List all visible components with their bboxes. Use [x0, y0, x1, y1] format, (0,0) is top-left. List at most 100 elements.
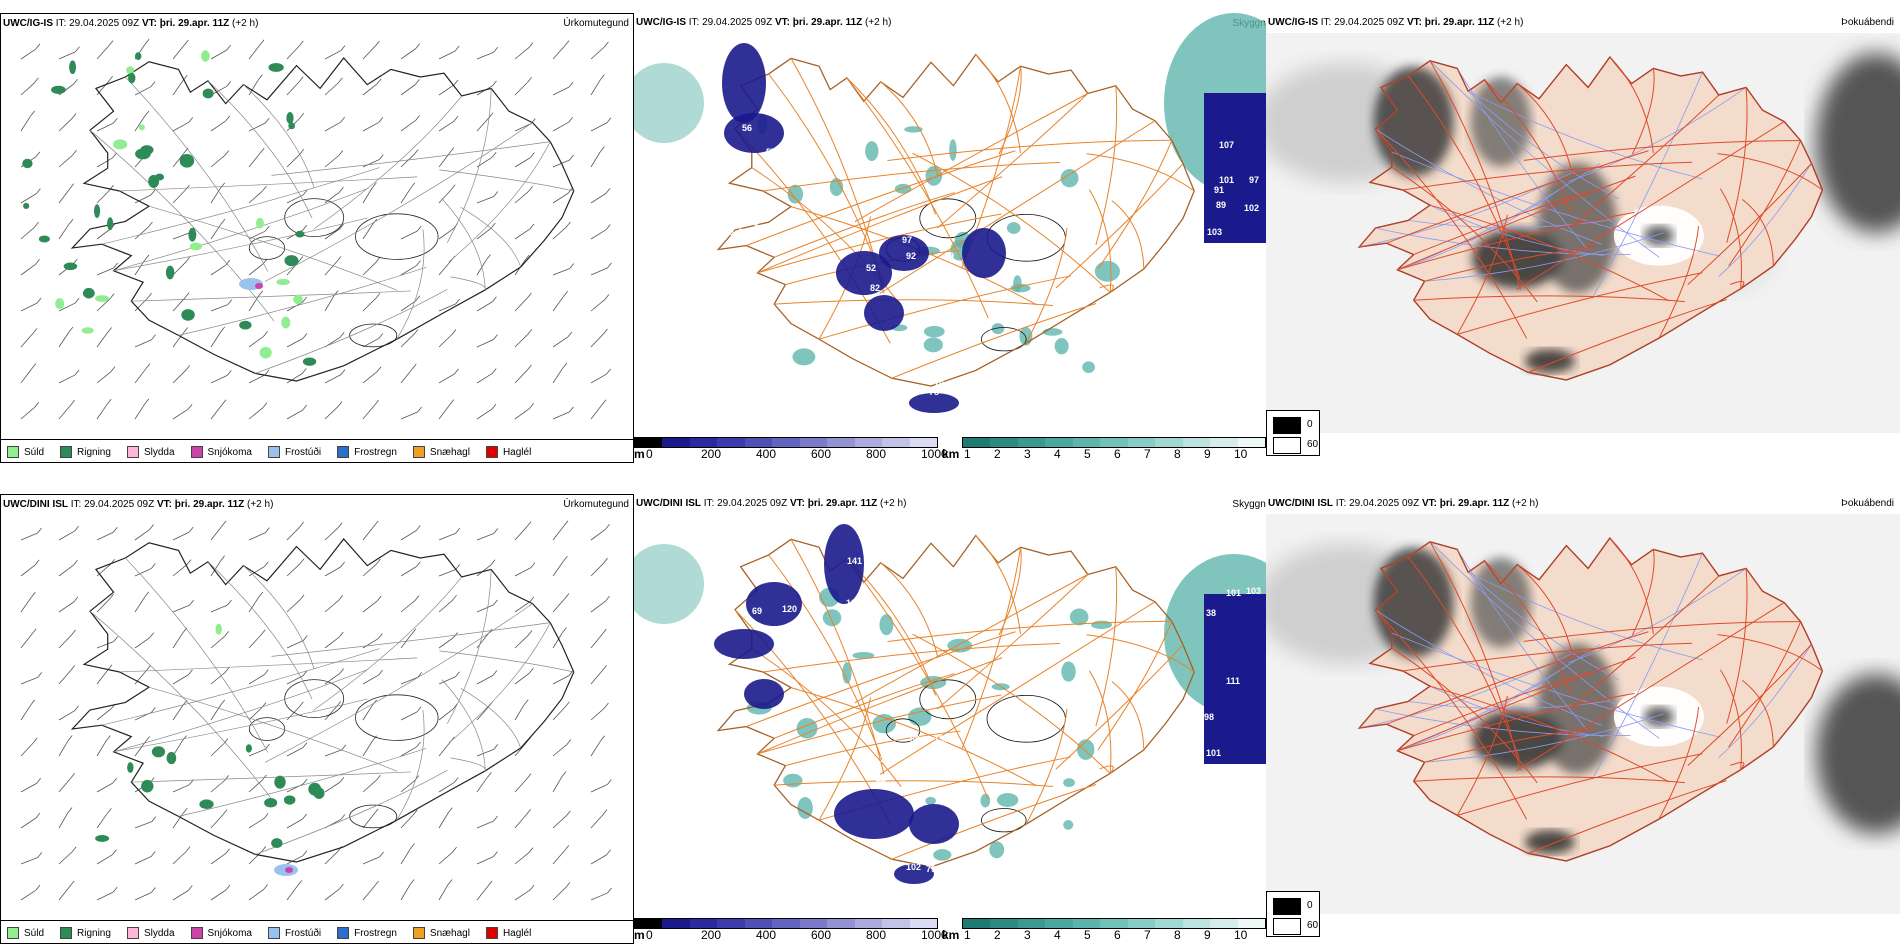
- ceiling-label: 38: [1206, 608, 1216, 618]
- colorbar-tick: 5: [1084, 928, 1091, 942]
- colorbar-tick: 9: [1204, 928, 1211, 942]
- panel-title: Skyggni: [1232, 499, 1266, 510]
- legend-label: Snjókoma: [207, 927, 252, 939]
- precip-panel-bottom: UWC/DINI ISL IT: 29.04.2025 09Z VT: þri.…: [0, 494, 634, 944]
- legend-item: Slydda: [126, 927, 175, 939]
- legend-label: Slydda: [143, 927, 175, 939]
- legend-swatch: [126, 927, 139, 939]
- ceiling-label: 111: [1226, 676, 1240, 686]
- colorbar-tick: 4: [1054, 928, 1061, 942]
- legend-item: Snjókoma: [190, 446, 252, 458]
- colorbar-tick: 2: [994, 447, 1001, 461]
- ceiling-label: 69: [752, 606, 762, 616]
- legend-swatch: [60, 446, 73, 458]
- ceiling-label: 67: [844, 301, 854, 311]
- panel-title: Þokuábendi: [1841, 498, 1894, 509]
- ceiling-label: 79: [926, 864, 936, 874]
- ceiling-label: 112: [880, 754, 895, 764]
- ceiling-label: 80: [910, 734, 920, 744]
- ceiling-label: 56: [742, 123, 752, 133]
- legend-item: Frostúði: [267, 446, 322, 458]
- panel-header: UWC/IG-IS IT: 29.04.2025 09Z VT: þri. 29…: [1268, 17, 1524, 28]
- colorbar-tick: 9: [1204, 447, 1211, 461]
- precip-panel-top: UWC/IG-IS IT: 29.04.2025 09Z VT: þri. 29…: [0, 13, 634, 463]
- legend-label: Snjókoma: [207, 446, 252, 458]
- ceiling-label: 101: [1206, 748, 1221, 758]
- legend-item: Rigning: [60, 927, 111, 939]
- ceiling-label: 70: [784, 137, 794, 147]
- legend-label: Frostúði: [284, 446, 322, 458]
- ceiling-label: 102: [1244, 203, 1259, 213]
- legend-item: Snæhagl: [412, 927, 470, 939]
- ceiling-label: 97: [1249, 175, 1259, 185]
- colorbar-tick: 600: [811, 447, 832, 461]
- ceiling-label: 19: [930, 664, 940, 674]
- legend-swatch: [485, 446, 498, 458]
- legend-item: Snæhagl: [412, 446, 470, 458]
- visibility-colorbar: km 1 2 3 4 5 6 7 8 9 10: [942, 437, 1266, 463]
- legend-label: Frostregn: [354, 927, 397, 939]
- fog-panel-top: UWC/IG-IS IT: 29.04.2025 09Z VT: þri. 29…: [1266, 13, 1900, 463]
- ceiling-label: 89: [1216, 200, 1226, 210]
- legend-label: Haglél: [502, 927, 532, 939]
- legend-swatch: [337, 446, 350, 458]
- legend-item: Súld: [7, 927, 44, 939]
- legend-item: Frostregn: [337, 927, 397, 939]
- panel-header: UWC/DINI ISL IT: 29.04.2025 09Z VT: þri.…: [3, 499, 274, 510]
- colorbar-tick: 600: [811, 928, 832, 942]
- colorbar-tick: 1000: [921, 447, 948, 461]
- fog-panel-bottom: UWC/DINI ISL IT: 29.04.2025 09Z VT: þri.…: [1266, 494, 1900, 944]
- legend-swatch: [190, 446, 203, 458]
- ceiling-label: 103: [1246, 586, 1261, 596]
- colorbar-tick: 7: [1144, 447, 1151, 461]
- ceiling-label: 135: [934, 734, 949, 744]
- panel-title: Úrkomutegund: [563, 499, 629, 510]
- legend-label: Snæhagl: [429, 446, 470, 458]
- ceiling-label: 101: [1219, 175, 1234, 185]
- panel-header: UWC/IG-IS IT: 29.04.2025 09Z VT: þri. 29…: [636, 17, 892, 28]
- panel-title: Þokuábendi: [1841, 17, 1894, 28]
- colorbar-tick: 3: [1024, 447, 1031, 461]
- panel-title: Úrkomutegund: [563, 18, 629, 29]
- colorbar-tick: 0: [646, 928, 653, 942]
- legend-label: Slydda: [143, 446, 175, 458]
- legend-item: Frostúði: [267, 927, 321, 939]
- fog-map: [1266, 514, 1900, 914]
- panel-header: UWC/DINI ISL IT: 29.04.2025 09Z VT: þri.…: [636, 498, 907, 509]
- colorbar-tick: 800: [866, 447, 887, 461]
- ceiling-label: 78: [726, 157, 736, 167]
- ceiling-label: 101: [1226, 588, 1241, 598]
- ceiling-label: 79: [934, 379, 944, 389]
- colorbar-tick: 6: [1114, 928, 1121, 942]
- ceiling-label: 57: [766, 147, 776, 157]
- legend-label: Súld: [24, 927, 45, 939]
- ceiling-label: 35: [724, 227, 734, 237]
- legend-item: Frostregn: [337, 446, 397, 458]
- legend-swatch: [267, 927, 280, 939]
- legend-label: Snæhagl: [429, 927, 470, 939]
- ceiling-label: 53: [754, 223, 764, 233]
- legend-swatch: [7, 927, 19, 939]
- ceiling-label: 98: [1204, 712, 1214, 722]
- ceiling-label: 126: [846, 598, 861, 608]
- ceiling-label: 81: [792, 87, 802, 97]
- colorbar-tick: 8: [1174, 928, 1181, 942]
- legend-item: Slydda: [126, 446, 175, 458]
- legend-label: Rigning: [77, 446, 111, 458]
- ceiling-label: 108: [936, 267, 951, 277]
- precip-map: [20, 520, 612, 901]
- fog-map: [1266, 33, 1900, 433]
- fog-legend: 0 60: [1266, 891, 1320, 937]
- colorbar-tick: 800: [866, 928, 887, 942]
- legend-swatch: [7, 446, 19, 458]
- colorbar-tick: 400: [756, 928, 777, 942]
- precip-legend: Súld Rigning Slydda Snjókoma Frostúði Frostre…: [1, 920, 633, 943]
- legend-swatch: [126, 446, 139, 458]
- colorbar-tick: 4: [1054, 447, 1061, 461]
- ceiling-label: 120: [782, 604, 797, 614]
- ceiling-vis-panel-bottom: UWC/DINI ISL IT: 29.04.2025 09Z VT: þri.…: [634, 494, 1266, 944]
- ceiling-label: 82: [870, 283, 880, 293]
- ceiling-label: 97: [902, 235, 912, 245]
- legend-swatch: [412, 927, 425, 939]
